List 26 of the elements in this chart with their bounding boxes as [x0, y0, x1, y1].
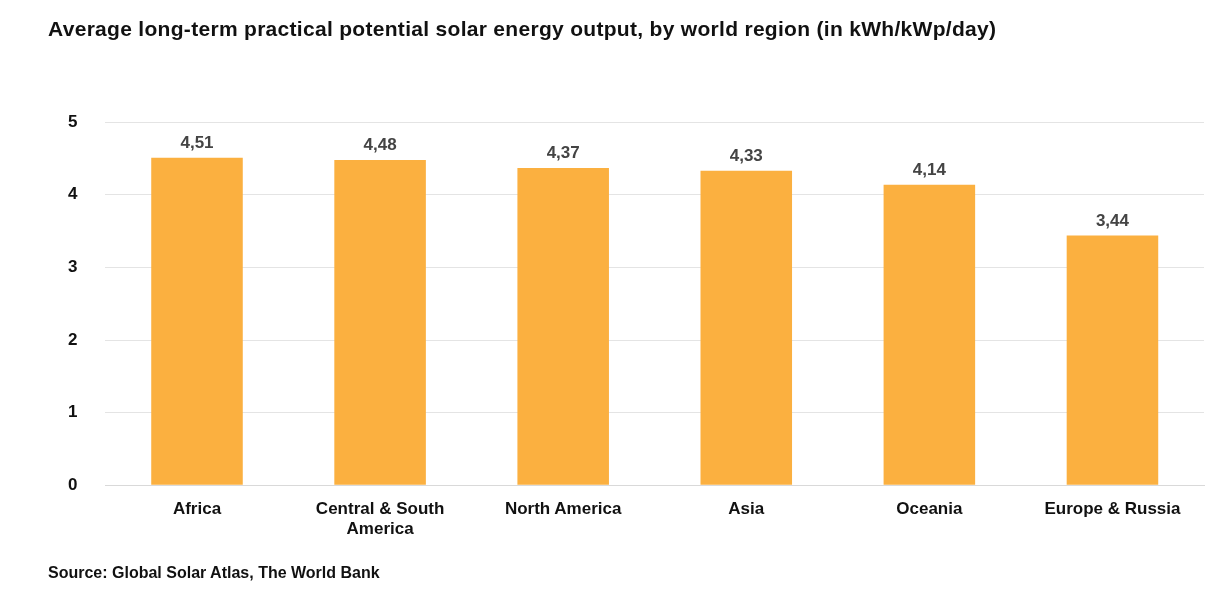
x-tick-label: North America [504, 499, 622, 519]
bar [1066, 235, 1159, 485]
y-tick-label: 3 [67, 257, 78, 277]
y-tick-label: 2 [67, 329, 78, 349]
data-label: 4,51 [180, 132, 214, 152]
bar [883, 184, 976, 485]
x-tick-label: Africa [172, 499, 222, 519]
y-tick-label: 1 [67, 402, 78, 422]
bar [700, 170, 793, 485]
data-label: 4,33 [729, 146, 763, 166]
chart-title: Average long-term practical potential solar energy output, by world region (in kWh/kWp/day) [48, 16, 998, 42]
y-tick-label: 4 [67, 184, 78, 204]
data-label: 4,14 [912, 159, 947, 179]
x-tick-label: Asia [728, 499, 765, 519]
y-tick-label: 5 [67, 111, 78, 131]
data-label: 4,48 [363, 135, 397, 155]
source-note: Source: Global Solar Atlas, The World Bank [48, 564, 380, 582]
bar [151, 157, 243, 485]
x-tick-label: Oceania [896, 499, 963, 519]
y-tick-label: 0 [67, 474, 78, 494]
bar [334, 159, 426, 485]
data-label: 4,37 [546, 143, 580, 163]
data-label: 3,44 [1095, 210, 1130, 230]
bar [517, 167, 609, 485]
x-tick-label: Europe & Russia [1044, 499, 1182, 519]
x-tick-label: Central & South America [315, 499, 445, 539]
